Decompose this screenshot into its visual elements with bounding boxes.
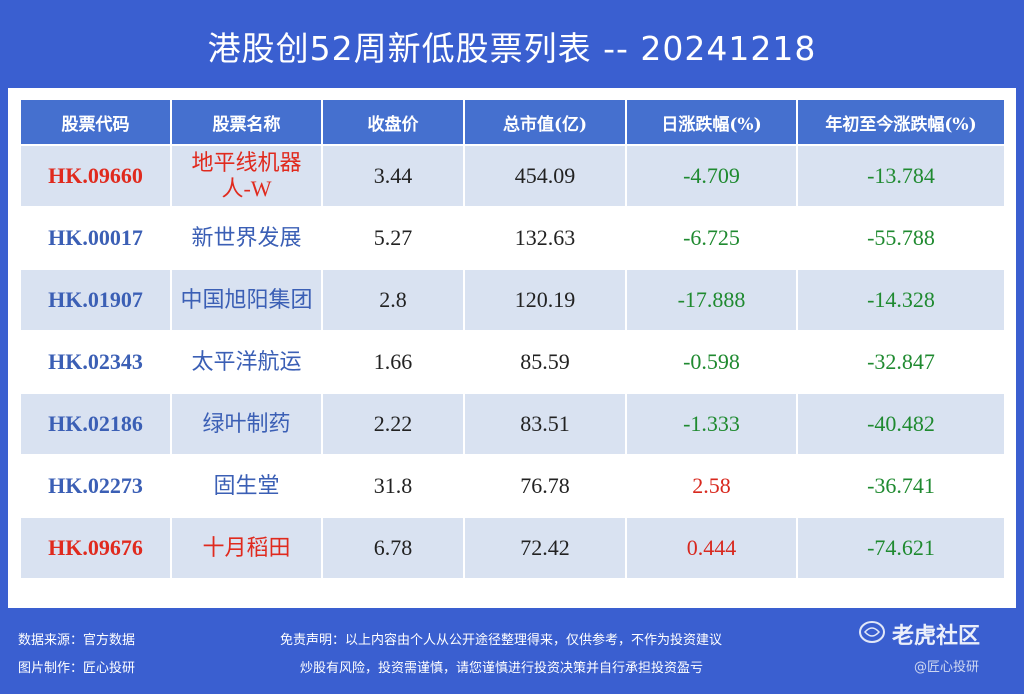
market-cap: 85.59 bbox=[463, 330, 627, 394]
close-price: 6.78 bbox=[321, 516, 465, 580]
header-ytd-change: 年初至今涨跌幅(%) bbox=[796, 98, 1006, 146]
ytd-change: -13.784 bbox=[796, 144, 1006, 208]
table-row: HK.01907 中国旭阳集团 2.8 120.19 -17.888 -14.3… bbox=[19, 268, 1006, 332]
close-price: 1.66 bbox=[321, 330, 465, 394]
day-change: -0.598 bbox=[625, 330, 798, 394]
market-cap: 454.09 bbox=[463, 144, 627, 208]
close-price: 31.8 bbox=[321, 454, 465, 518]
market-cap: 76.78 bbox=[463, 454, 627, 518]
ytd-change: -14.328 bbox=[796, 268, 1006, 332]
ytd-change: -74.621 bbox=[796, 516, 1006, 580]
stock-name: 十月稻田 bbox=[170, 516, 323, 580]
image-maker-note: 图片制作：匠心投研 bbox=[18, 661, 136, 676]
watermark-author: @匠心投研 bbox=[914, 660, 980, 675]
day-change: -17.888 bbox=[625, 268, 798, 332]
stock-name: 中国旭阳集团 bbox=[170, 268, 323, 332]
table-row: HK.09676 十月稻田 6.78 72.42 0.444 -74.621 bbox=[19, 516, 1006, 580]
day-change: -1.333 bbox=[625, 392, 798, 456]
header-code: 股票代码 bbox=[19, 98, 172, 146]
close-price: 3.44 bbox=[321, 144, 465, 208]
day-change: -4.709 bbox=[625, 144, 798, 208]
ytd-change: -55.788 bbox=[796, 206, 1006, 270]
disclaimer-line-2: 炒股有风险，投资需谨慎，请您谨慎进行投资决策并自行承担投资盈亏 bbox=[300, 661, 704, 676]
day-change: 2.58 bbox=[625, 454, 798, 518]
tiger-logo-icon bbox=[859, 621, 885, 643]
close-price: 2.8 bbox=[321, 268, 465, 332]
stock-name: 太平洋航运 bbox=[170, 330, 323, 394]
ytd-change: -40.482 bbox=[796, 392, 1006, 456]
table-row: HK.00017 新世界发展 5.27 132.63 -6.725 -55.78… bbox=[19, 206, 1006, 270]
data-source-note: 数据来源：官方数据 bbox=[18, 633, 136, 648]
close-price: 2.22 bbox=[321, 392, 465, 456]
header-name: 股票名称 bbox=[170, 98, 323, 146]
ytd-change: -36.741 bbox=[796, 454, 1006, 518]
stock-table: 股票代码 股票名称 收盘价 总市值(亿) 日涨跌幅(%) 年初至今涨跌幅(%) … bbox=[19, 98, 1006, 580]
header-day-change: 日涨跌幅(%) bbox=[625, 98, 798, 146]
page-title: 港股创52周新低股票列表 -- 20241218 bbox=[207, 29, 817, 68]
table-row: HK.02186 绿叶制药 2.22 83.51 -1.333 -40.482 bbox=[19, 392, 1006, 456]
stock-code: HK.09676 bbox=[19, 516, 172, 580]
market-cap: 83.51 bbox=[463, 392, 627, 456]
market-cap: 132.63 bbox=[463, 206, 627, 270]
header-market-cap: 总市值(亿) bbox=[463, 98, 627, 146]
stock-code: HK.01907 bbox=[19, 268, 172, 332]
table-row: HK.02343 太平洋航运 1.66 85.59 -0.598 -32.847 bbox=[19, 330, 1006, 394]
table-row: HK.09660 地平线机器人-W 3.44 454.09 -4.709 -13… bbox=[19, 144, 1006, 208]
market-cap: 120.19 bbox=[463, 268, 627, 332]
table-header-row: 股票代码 股票名称 收盘价 总市值(亿) 日涨跌幅(%) 年初至今涨跌幅(%) bbox=[19, 98, 1006, 146]
market-cap: 72.42 bbox=[463, 516, 627, 580]
header-close: 收盘价 bbox=[321, 98, 465, 146]
stock-code: HK.02186 bbox=[19, 392, 172, 456]
stock-code: HK.09660 bbox=[19, 144, 172, 208]
disclaimer-line-1: 免责声明：以上内容由个人从公开途径整理得来，仅供参考，不作为投资建议 bbox=[280, 633, 723, 648]
day-change: 0.444 bbox=[625, 516, 798, 580]
day-change: -6.725 bbox=[625, 206, 798, 270]
stock-table-panel: 股票代码 股票名称 收盘价 总市值(亿) 日涨跌幅(%) 年初至今涨跌幅(%) … bbox=[8, 88, 1016, 608]
stock-code: HK.02343 bbox=[19, 330, 172, 394]
stock-name: 新世界发展 bbox=[170, 206, 323, 270]
watermark-brand: 老虎社区 bbox=[892, 624, 981, 649]
stock-code: HK.00017 bbox=[19, 206, 172, 270]
stock-name: 地平线机器人-W bbox=[170, 144, 323, 208]
stock-code: HK.02273 bbox=[19, 454, 172, 518]
stock-name: 绿叶制药 bbox=[170, 392, 323, 456]
table-row: HK.02273 固生堂 31.8 76.78 2.58 -36.741 bbox=[19, 454, 1006, 518]
ytd-change: -32.847 bbox=[796, 330, 1006, 394]
stock-name: 固生堂 bbox=[170, 454, 323, 518]
close-price: 5.27 bbox=[321, 206, 465, 270]
